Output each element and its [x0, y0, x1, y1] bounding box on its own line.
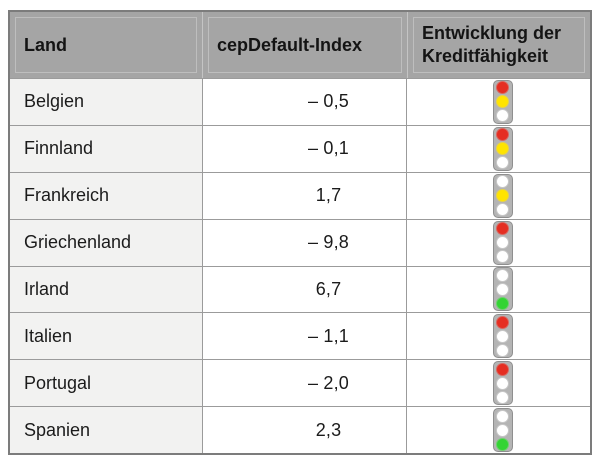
- header-label-kreditfaehigkeit: Entwicklung der Kreditfähigkeit: [422, 23, 562, 66]
- cep-default-index-table: Land cepDefault-Index Entwicklung der Kr…: [8, 10, 592, 455]
- traffic-light-icon: [492, 408, 513, 453]
- green-lamp-icon: [496, 343, 509, 357]
- index-cell: 2,3: [202, 407, 407, 453]
- traffic-light-icon: [492, 361, 513, 406]
- country-label: Finnland: [24, 138, 94, 159]
- traffic-light-cell: [407, 313, 590, 359]
- index-value: – 2,0: [307, 372, 350, 393]
- country-cell: Italien: [10, 313, 202, 360]
- green-lamp-icon: [496, 250, 509, 264]
- index-value: 1,7: [315, 185, 342, 206]
- traffic-light-cell: [407, 220, 590, 266]
- table-header-row: Land cepDefault-Index Entwicklung der Kr…: [10, 12, 590, 78]
- table-body: Belgien – 0,5 Finnland – 0,1: [10, 78, 590, 453]
- yellow-lamp-icon: [496, 329, 509, 343]
- red-lamp-icon: [496, 315, 509, 329]
- traffic-light-icon: [492, 173, 513, 218]
- index-value: – 1,1: [307, 325, 350, 346]
- header-label-cepdefault-index: cepDefault-Index: [217, 34, 363, 55]
- red-lamp-icon: [496, 128, 509, 142]
- green-lamp-icon: [496, 437, 509, 451]
- traffic-light-cell: [407, 126, 590, 172]
- table-row: Spanien 2,3: [10, 406, 590, 453]
- yellow-lamp-icon: [496, 282, 509, 296]
- traffic-light-cell: [407, 79, 590, 125]
- index-value: 2,3: [315, 419, 342, 440]
- country-cell: Spanien: [10, 407, 202, 453]
- header-cell-cepdefault-index: cepDefault-Index: [202, 12, 407, 78]
- traffic-light-icon: [492, 126, 513, 171]
- red-lamp-icon: [496, 175, 509, 189]
- traffic-light-icon: [492, 314, 513, 359]
- table-row: Griechenland – 9,8: [10, 218, 590, 266]
- country-label: Irland: [24, 278, 70, 299]
- header-cell-kreditfaehigkeit: Entwicklung der Kreditfähigkeit: [407, 12, 590, 78]
- table-row: Irland 6,7: [10, 265, 590, 313]
- country-label: Griechenland: [24, 232, 132, 253]
- green-lamp-icon: [496, 390, 509, 404]
- red-lamp-icon: [496, 409, 509, 423]
- index-cell: 6,7: [202, 266, 407, 313]
- country-label: Spanien: [24, 419, 91, 440]
- yellow-lamp-icon: [496, 142, 509, 156]
- green-lamp-icon: [496, 156, 509, 170]
- yellow-lamp-icon: [496, 95, 509, 109]
- index-cell: – 2,0: [202, 360, 407, 407]
- green-lamp-icon: [496, 296, 509, 310]
- index-cell: – 0,5: [202, 79, 407, 125]
- index-cell: – 0,1: [202, 125, 407, 172]
- index-value: – 0,1: [307, 138, 350, 159]
- traffic-light-cell: [407, 407, 590, 453]
- header-cell-land: Land: [10, 12, 202, 78]
- index-cell: 1,7: [202, 172, 407, 219]
- traffic-light-cell: [407, 173, 590, 219]
- red-lamp-icon: [496, 222, 509, 236]
- index-value: – 9,8: [307, 232, 350, 253]
- yellow-lamp-icon: [496, 376, 509, 390]
- index-cell: – 1,1: [202, 313, 407, 360]
- yellow-lamp-icon: [496, 189, 509, 203]
- table-row: Frankreich 1,7: [10, 171, 590, 219]
- traffic-light-icon: [492, 220, 513, 265]
- header-label-land: Land: [24, 34, 67, 55]
- table-row: Finnland – 0,1: [10, 124, 590, 172]
- table-row: Italien – 1,1: [10, 312, 590, 360]
- green-lamp-icon: [496, 109, 509, 123]
- country-label: Frankreich: [24, 185, 110, 206]
- index-value: – 0,5: [307, 91, 350, 112]
- country-cell: Finnland: [10, 125, 202, 172]
- country-cell: Frankreich: [10, 172, 202, 219]
- index-cell: – 9,8: [202, 219, 407, 266]
- red-lamp-icon: [496, 268, 509, 282]
- table-row: Portugal – 2,0: [10, 359, 590, 407]
- country-cell: Portugal: [10, 360, 202, 407]
- yellow-lamp-icon: [496, 236, 509, 250]
- red-lamp-icon: [496, 81, 509, 95]
- country-cell: Irland: [10, 266, 202, 313]
- country-label: Portugal: [24, 372, 92, 393]
- country-label: Belgien: [24, 91, 85, 112]
- green-lamp-icon: [496, 203, 509, 217]
- traffic-light-cell: [407, 360, 590, 406]
- traffic-light-icon: [492, 79, 513, 124]
- red-lamp-icon: [496, 362, 509, 376]
- traffic-light-icon: [492, 267, 513, 312]
- yellow-lamp-icon: [496, 423, 509, 437]
- traffic-light-cell: [407, 267, 590, 313]
- country-label: Italien: [24, 325, 73, 346]
- country-cell: Belgien: [10, 79, 202, 125]
- index-value: 6,7: [315, 278, 342, 299]
- country-cell: Griechenland: [10, 219, 202, 266]
- table-row: Belgien – 0,5: [10, 78, 590, 125]
